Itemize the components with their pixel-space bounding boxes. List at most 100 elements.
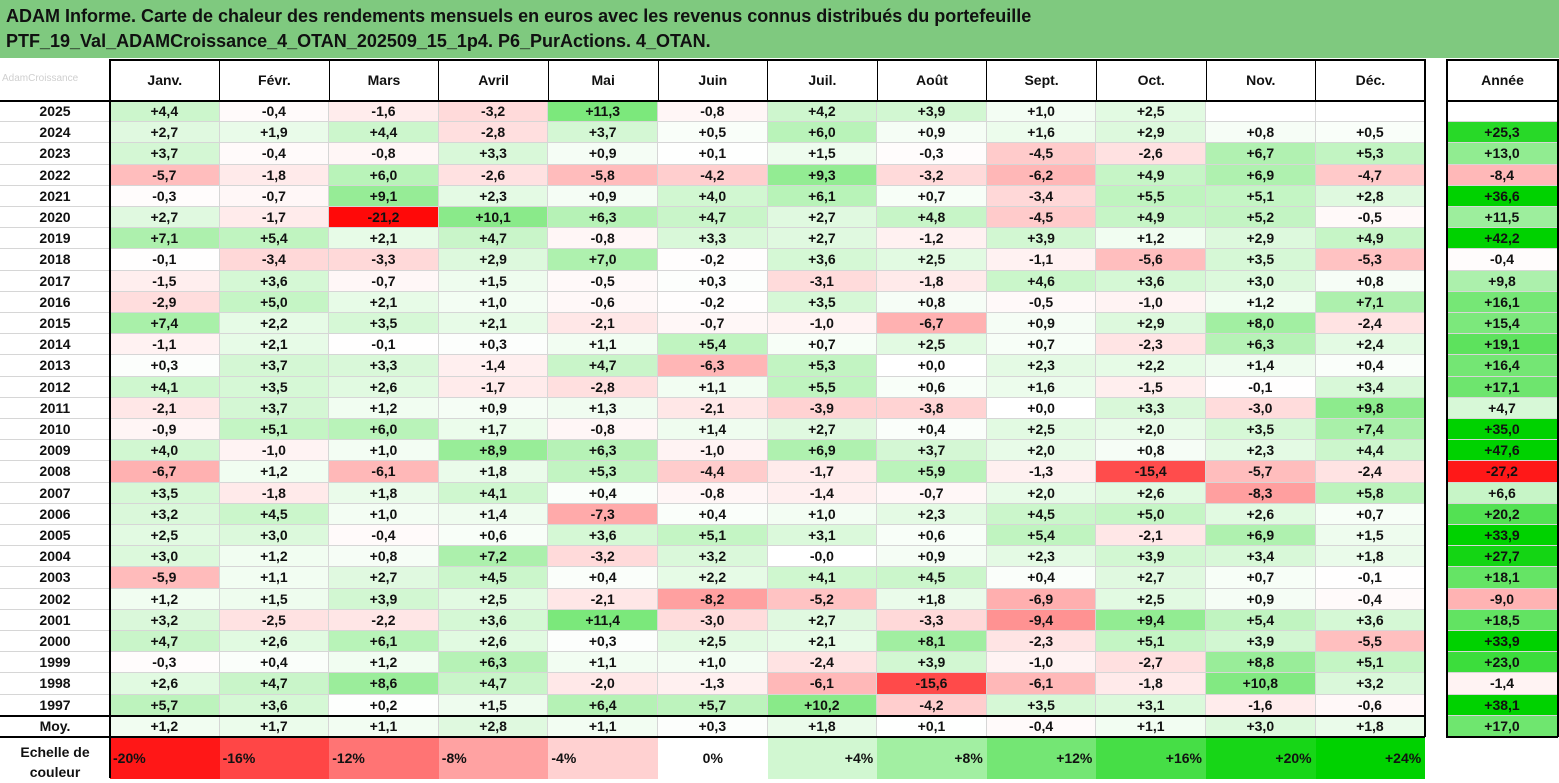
annual-cell: -27,2	[1447, 461, 1558, 483]
month-header: Sept.	[986, 60, 1097, 101]
header-col-divider	[1205, 60, 1207, 101]
heatmap-cell: +3,1	[1096, 694, 1206, 716]
heatmap-cell: +3,6	[1096, 270, 1206, 292]
heatmap-cell: -2,9	[110, 291, 220, 313]
year-label: 2003	[0, 567, 110, 589]
annual-cell: -8,4	[1447, 164, 1558, 186]
heatmap-cell: +3,7	[219, 397, 330, 419]
header-col-divider	[767, 60, 769, 101]
heatmap-cell: +2,6	[219, 631, 330, 653]
heatmap-cell: -0,1	[1315, 567, 1426, 589]
year-label: 1998	[0, 673, 110, 695]
year-label: 2007	[0, 483, 110, 504]
heatmap-cell: +2,9	[1096, 122, 1206, 144]
heatmap-cell: +4,6	[986, 270, 1097, 292]
heatmap-cell: +3,7	[110, 143, 220, 165]
annual-cell: +33,9	[1447, 525, 1558, 547]
heatmap-cell: +7,2	[438, 546, 549, 568]
heatmap-cell: +0,9	[1206, 588, 1316, 610]
heatmap-cell: +5,5	[1096, 185, 1206, 207]
heatmap-cell: +0,9	[986, 313, 1097, 335]
year-label: 2006	[0, 504, 110, 525]
heatmap-cell: +0,7	[877, 185, 987, 207]
heatmap-cell: -3,4	[219, 249, 330, 271]
heatmap-cell: +1,2	[1096, 228, 1206, 250]
heatmap-cell: +5,2	[1206, 207, 1316, 229]
heatmap-cell: -2,6	[438, 164, 549, 186]
heatmap-cell: -2,8	[438, 122, 549, 144]
heatmap-cell: -1,5	[110, 270, 220, 292]
heatmap-cell: +8,9	[438, 440, 549, 462]
year-label: 2011	[0, 398, 110, 419]
heatmap-cell: -1,1	[986, 249, 1097, 271]
heatmap-cell: -1,8	[1096, 673, 1206, 695]
heatmap-cell: -0,1	[1206, 376, 1316, 398]
heatmap-cell: -0,3	[877, 143, 987, 165]
annual-cell: +35,0	[1447, 419, 1558, 441]
annual-cell: +15,4	[1447, 313, 1558, 335]
heatmap-cell: -5,2	[767, 588, 878, 610]
heatmap-cell: -0,9	[110, 419, 220, 441]
scale-cell: +24%	[1315, 737, 1426, 779]
year-label: 2016	[0, 292, 110, 313]
heatmap-cell: +6,0	[329, 419, 439, 441]
heatmap-cell: +2,0	[986, 440, 1097, 462]
heatmap-cell: +5,9	[877, 461, 987, 483]
scale-cell: -8%	[438, 737, 549, 779]
heatmap-cell: +8,8	[1206, 652, 1316, 674]
heatmap-cell: +4,7	[658, 207, 768, 229]
heatmap-cell: -2,7	[1096, 652, 1206, 674]
heatmap-cell: +3,9	[877, 101, 987, 123]
year-label: 2019	[0, 228, 110, 250]
heatmap-cell: +7,1	[110, 228, 220, 250]
heatmap-cell: -0,1	[110, 249, 220, 271]
average-cell: +1,8	[1315, 715, 1426, 737]
heatmap-cell: +0,9	[438, 397, 549, 419]
heatmap-cell: +1,2	[1206, 291, 1316, 313]
heatmap-cell: -6,1	[767, 673, 878, 695]
heatmap-cell: +9,8	[1315, 397, 1426, 419]
average-cell: +1,1	[1096, 715, 1206, 737]
heatmap-cell: +3,6	[219, 270, 330, 292]
annual-cell: +18,1	[1447, 567, 1558, 589]
heatmap-cell: +2,1	[767, 631, 878, 653]
heatmap-cell: -7,3	[548, 503, 658, 525]
heatmap-cell: +9,4	[1096, 609, 1206, 631]
heatmap-cell: +3,2	[110, 503, 220, 525]
heatmap-cell: +1,2	[329, 397, 439, 419]
scale-cell: +16%	[1096, 737, 1206, 779]
heatmap-cell: +2,2	[658, 567, 768, 589]
average-cell: +1,1	[329, 715, 439, 737]
heatmap-cell: +4,4	[329, 122, 439, 144]
average-cell: +1,2	[110, 715, 220, 737]
heatmap-cell: +3,7	[877, 440, 987, 462]
heatmap-cell: -0,4	[329, 525, 439, 547]
heatmap-cell: +9,1	[329, 185, 439, 207]
heatmap-cell: +5,1	[658, 525, 768, 547]
year-label: 2020	[0, 207, 110, 229]
heatmap-cell: +9,3	[767, 164, 878, 186]
heatmap-cell: -1,0	[986, 652, 1097, 674]
heatmap-cell: -0,3	[110, 185, 220, 207]
heatmap-cell: -6,7	[110, 461, 220, 483]
heatmap-cell: +5,4	[219, 228, 330, 250]
average-cell: +0,1	[877, 715, 987, 737]
average-top-border	[0, 714, 1426, 717]
annual-cell: +36,6	[1447, 185, 1558, 207]
heatmap-cell: -4,2	[877, 694, 987, 716]
scale-cell: -16%	[219, 737, 330, 779]
heatmap-cell: +1,2	[329, 652, 439, 674]
heatmap-cell: -6,1	[329, 461, 439, 483]
heatmap-cell: +10,8	[1206, 673, 1316, 695]
title-line-2: PTF_19_Val_ADAMCroissance_4_OTAN_202509_…	[6, 31, 711, 51]
heatmap-cell: +6,3	[1206, 334, 1316, 356]
heatmap-cell: +3,3	[1096, 397, 1206, 419]
heatmap-cell: +1,8	[877, 588, 987, 610]
heatmap-cell: +4,2	[767, 101, 878, 123]
table-left-border	[109, 59, 111, 778]
heatmap-cell: +1,4	[438, 503, 549, 525]
heatmap-cell: -3,0	[658, 609, 768, 631]
heatmap-cell: -0,4	[219, 143, 330, 165]
heatmap-cell: +3,7	[219, 355, 330, 377]
heatmap-cell: +10,1	[438, 207, 549, 229]
